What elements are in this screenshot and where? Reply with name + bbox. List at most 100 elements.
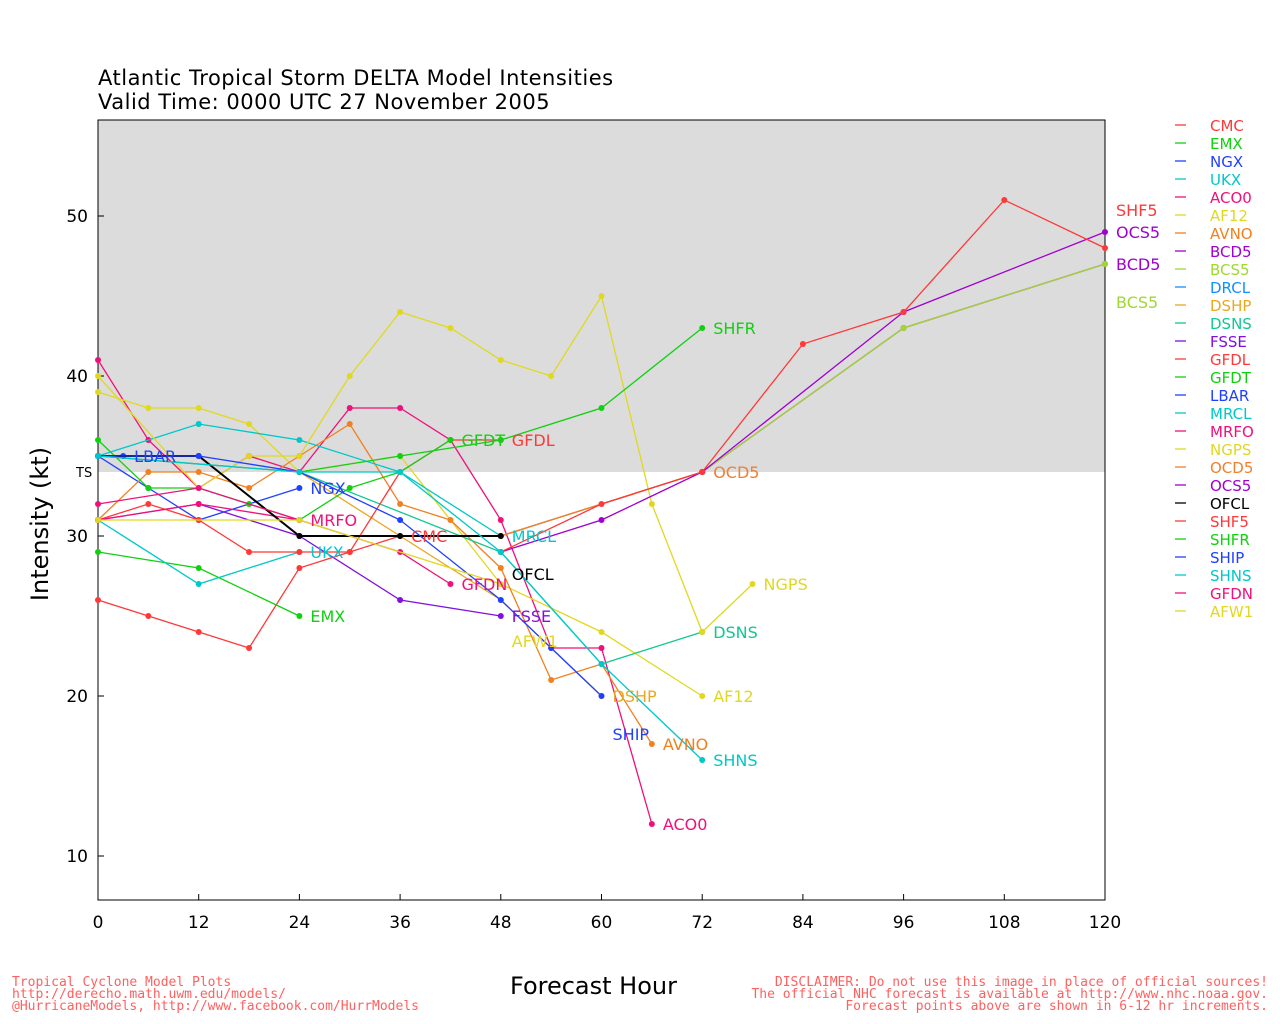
legend-entry-ngx: NGX (1210, 153, 1243, 171)
data-point-shns (497, 549, 504, 555)
legend-entry-mrfo: MRFO (1210, 423, 1254, 441)
legend-entry-avno: AVNO (1210, 225, 1253, 243)
legend-entry-dshp: DSHP (1210, 297, 1251, 315)
legend-entry-cmc: CMC (1210, 117, 1244, 135)
end-label-dsns: DSNS (713, 623, 758, 642)
x-tick-label: 36 (389, 913, 411, 933)
end-label-ngx: NGX (310, 479, 345, 498)
data-point-fsse (397, 597, 404, 603)
data-point-ngps (95, 373, 101, 379)
end-label-dshp: DSHP (613, 687, 658, 706)
data-point-gfdt (145, 485, 152, 491)
end-label-ngps: NGPS (764, 575, 808, 594)
x-tick-label: 96 (893, 913, 915, 933)
x-tick-label: 24 (289, 913, 311, 933)
x-axis-label: Forecast Hour (510, 972, 677, 1000)
x-tick-label: 120 (1089, 913, 1121, 933)
end-label-fsse: FSSE (512, 607, 551, 626)
data-point-gfdn (447, 581, 454, 587)
data-point-af12 (598, 629, 605, 635)
legend-entry-ngps: NGPS (1210, 441, 1251, 459)
x-tick-label: 72 (691, 913, 713, 933)
data-point-shfr (497, 437, 504, 443)
chart-subtitle: Valid Time: 0000 UTC 27 November 2005 (98, 90, 551, 114)
end-label-bcs5: BCS5 (1116, 293, 1158, 312)
end-label-gfdn: GFDN (461, 575, 507, 594)
data-point-mrcl (195, 421, 202, 427)
end-label-shf5: SHF5 (1116, 201, 1158, 220)
legend-entry-bcs5: BCS5 (1210, 261, 1250, 279)
data-point-ofcl (397, 533, 404, 539)
footer-line: Tropical Cyclone Model Plots (12, 975, 232, 990)
data-point-bcs5 (1102, 261, 1108, 267)
end-label-bcd5: BCD5 (1116, 255, 1160, 274)
legend-entry-shf5: SHF5 (1210, 513, 1249, 531)
data-point-avno (497, 565, 504, 571)
data-point-shfr (397, 453, 404, 459)
chart-title: Atlantic Tropical Storm DELTA Model Inte… (98, 66, 614, 90)
footer-disclaimer: DISCLAIMER: Do not use this image in pla… (751, 976, 1268, 1013)
data-point-ngps (296, 453, 303, 459)
ts-label: TS (75, 466, 92, 481)
legend-entry-emx: EMX (1210, 135, 1243, 153)
legend-entry-shns: SHNS (1210, 567, 1252, 585)
data-point-avno (648, 741, 655, 747)
data-point-ship (497, 597, 504, 603)
x-tick-label: 60 (591, 913, 613, 933)
data-point-shns (699, 757, 706, 763)
x-tick-label: 48 (490, 913, 512, 933)
legend-entry-ofcl: OFCL (1210, 495, 1250, 513)
y-tick-label: 10 (66, 847, 88, 867)
data-point-af12 (145, 405, 152, 411)
data-point-cmc (95, 597, 101, 603)
data-point-afw1 (497, 581, 504, 587)
end-label-emx: EMX (310, 607, 345, 626)
data-point-avno (145, 469, 152, 475)
data-point-ofcl (497, 533, 504, 539)
data-point-ngps (397, 309, 404, 315)
data-point-ship (397, 517, 404, 523)
end-label-ocd5: OCD5 (713, 463, 759, 482)
data-point-afw1 (95, 517, 101, 523)
data-point-shf5 (699, 469, 706, 475)
data-point-gfdl (296, 549, 303, 555)
data-point-mrfo (195, 501, 202, 507)
data-point-gfdt (346, 485, 353, 491)
data-point-gfdl (246, 549, 253, 555)
data-point-avno (346, 421, 353, 427)
legend-entry-af12: AF12 (1210, 207, 1248, 225)
data-point-shf5 (598, 501, 605, 507)
data-point-aco0 (598, 645, 605, 651)
data-point-ukx (195, 581, 202, 587)
data-point-aco0 (95, 357, 101, 363)
data-point-cmc (145, 613, 152, 619)
legend-entry-lbar: LBAR (1210, 387, 1249, 405)
footer-line: http://derecho.math.uwm.edu/models/ (12, 987, 286, 1002)
x-tick-label: 108 (988, 913, 1020, 933)
footer-line: The official NHC forecast is available a… (751, 987, 1268, 1002)
footer-line: @HurricaneModels, http://www.facebook.co… (12, 999, 419, 1014)
end-label-ukx: UKX (310, 543, 343, 562)
data-point-avno (397, 501, 404, 507)
legend-entry-aco0: ACO0 (1210, 189, 1252, 207)
data-point-ngps (648, 501, 655, 507)
end-label-lbar: LBAR (134, 447, 176, 466)
end-label-ocs5: OCS5 (1116, 223, 1160, 242)
data-point-afw1 (296, 517, 303, 523)
data-point-ngps (548, 373, 555, 379)
legend-entry-dsns: DSNS (1210, 315, 1252, 333)
end-label-cmc: CMC (411, 527, 447, 546)
x-tick-label: 84 (792, 913, 814, 933)
data-point-aco0 (397, 405, 404, 411)
y-tick-label: 50 (66, 207, 88, 227)
series-line-shns (97, 455, 703, 761)
data-point-ngps (497, 357, 504, 363)
data-point-cmc (296, 565, 303, 571)
y-tick-label: 40 (66, 367, 88, 387)
data-point-ngps (749, 581, 756, 587)
data-point-mrcl (296, 437, 303, 443)
end-label-afw1: AFW1 (512, 632, 558, 651)
data-point-fsse (497, 613, 504, 619)
